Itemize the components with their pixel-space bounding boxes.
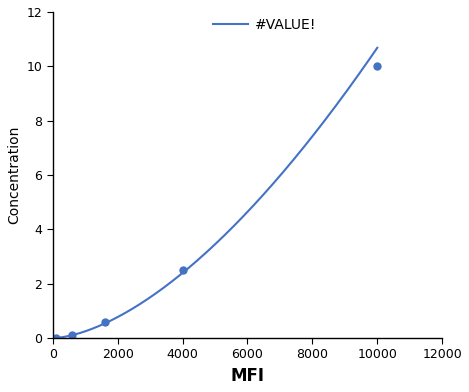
#VALUE!: [206, 248, 212, 252]
#VALUE!: [50, 336, 56, 340]
#VALUE!: [204, 249, 210, 254]
#VALUE!: [367, 57, 372, 62]
Line: #VALUE!: #VALUE!: [53, 48, 377, 338]
X-axis label: MFI: MFI: [230, 367, 265, 385]
Y-axis label: Concentration: Concentration: [7, 126, 21, 224]
#VALUE!: [316, 126, 322, 131]
#VALUE!: [374, 45, 380, 50]
#VALUE!: [243, 211, 249, 216]
Legend: #VALUE!: #VALUE!: [208, 13, 322, 38]
#VALUE!: [226, 229, 231, 234]
